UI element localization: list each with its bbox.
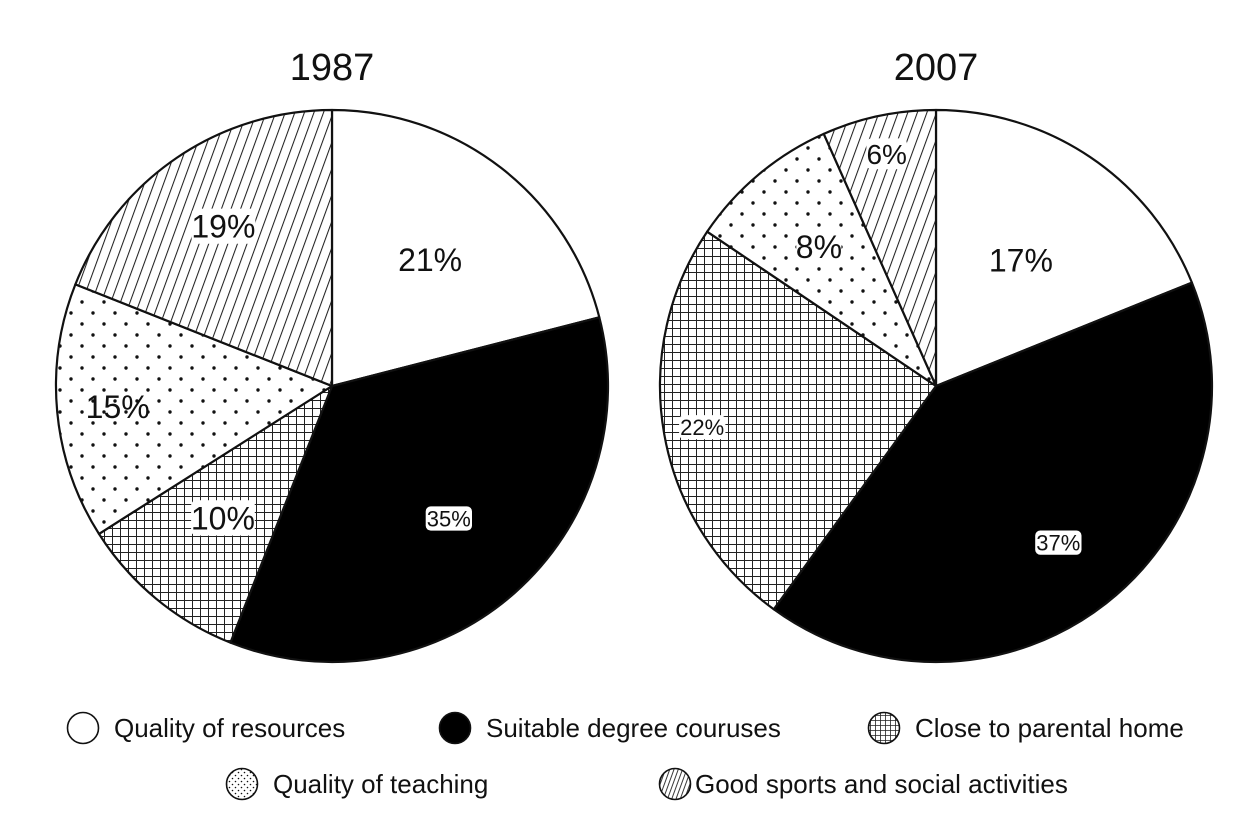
- pie-slice-quality-of-resources: [934, 108, 1193, 388]
- data-label-background: [796, 228, 842, 265]
- pie-slice-close-to-parental-home: [658, 230, 938, 611]
- legend-label: Good sports and social activities: [695, 769, 1068, 799]
- legend-item-suitable-degree-couruses: Suitable degree couruses: [438, 711, 781, 745]
- pie-data-label: 37%: [1035, 530, 1082, 556]
- data-label-text: 10%: [191, 500, 255, 536]
- pie-data-label: 15%: [86, 389, 150, 425]
- pie-slice-suitable-degree-couruses: [772, 281, 1214, 664]
- legend-label: Suitable degree couruses: [486, 713, 781, 743]
- pie-data-label: 19%: [191, 208, 256, 245]
- legend-swatch: [438, 711, 472, 745]
- legend-item-quality-of-teaching: Quality of teaching: [225, 767, 488, 801]
- pie-slice-quality-of-teaching: [54, 283, 334, 535]
- pie-data-label: 8%: [796, 228, 842, 265]
- legend-item-quality-of-resources: Quality of resources: [66, 711, 345, 745]
- legend-label: Close to parental home: [915, 713, 1184, 743]
- data-label-background: [191, 208, 256, 244]
- pie-title: 1987: [290, 47, 375, 89]
- legend-label: Quality of teaching: [273, 769, 488, 799]
- data-label-text: 35%: [427, 506, 471, 531]
- data-label-text: 21%: [398, 242, 462, 278]
- data-label-text: 6%: [866, 139, 906, 170]
- legend-item-close-to-parental-home: Close to parental home: [867, 711, 1184, 745]
- pie-chart-2007: 2007 17% 37% 22% 8% 6%: [658, 47, 1214, 664]
- pie-slice-suitable-degree-couruses: [229, 316, 610, 664]
- pie-data-label: 6%: [866, 138, 907, 170]
- pie-slice-good-sports-and-social-activities: [74, 108, 334, 388]
- legend: Quality of resources Suitable degree cour…: [66, 711, 1184, 801]
- data-label-text: 19%: [191, 209, 255, 245]
- legend-swatch: [658, 767, 692, 801]
- data-label-background: [425, 506, 472, 531]
- pie-slice-quality-of-resources: [330, 108, 601, 388]
- legend-swatch: [867, 711, 901, 745]
- data-label-text: 8%: [796, 229, 842, 265]
- legend-item-good-sports-and-social-activities: Good sports and social activities: [658, 767, 1068, 801]
- pie-title: 2007: [894, 47, 979, 89]
- pie-data-label: 21%: [398, 242, 462, 278]
- pie-slice-good-sports-and-social-activities: [822, 108, 938, 388]
- legend-swatch: [66, 711, 100, 745]
- pie-data-label: 10%: [191, 500, 255, 536]
- data-label-text: 37%: [1036, 531, 1080, 556]
- data-label-text: 17%: [989, 243, 1053, 279]
- data-label-background: [679, 415, 726, 440]
- pie-data-label: 17%: [989, 243, 1053, 279]
- data-label-background: [866, 138, 907, 170]
- data-label-background: [191, 500, 255, 536]
- pie-data-label: 35%: [425, 506, 472, 531]
- legend-label: Quality of resources: [114, 713, 345, 743]
- data-label-text: 22%: [680, 415, 724, 440]
- pie-chart-1987: 1987 21% 35% 10% 15% 19%: [54, 47, 610, 664]
- data-label-text: 15%: [86, 389, 150, 425]
- data-label-background: [1035, 530, 1082, 555]
- pie-data-label: 22%: [679, 415, 726, 440]
- legend-swatch: [225, 767, 259, 801]
